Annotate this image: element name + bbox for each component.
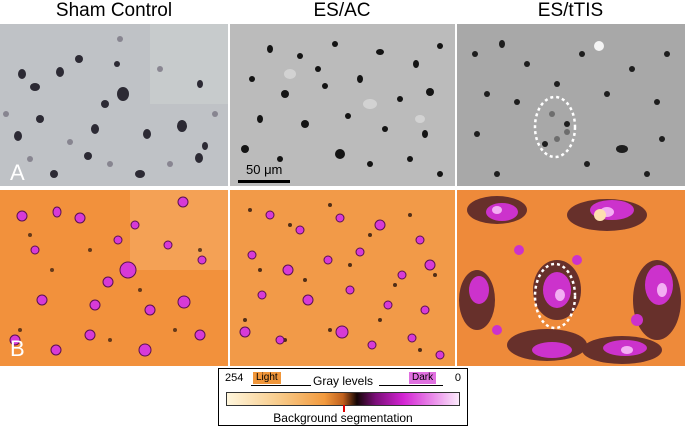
legend-right-value: 0	[454, 372, 461, 384]
scale-bar-label: 50 μm	[246, 162, 283, 177]
micrograph-es-ac-grayscale	[230, 24, 455, 186]
column-title-es-ac: ES/AC	[313, 0, 371, 21]
row-label-b: B	[10, 336, 25, 361]
row-label-a: A	[10, 160, 25, 185]
gray-level-gradient	[226, 392, 460, 406]
legend-title: Gray levels	[312, 374, 374, 388]
segmentation-marker-icon	[343, 405, 345, 412]
micrograph-es-ttis-grayscale	[457, 24, 685, 186]
legend-left-value: 254	[225, 372, 244, 384]
dark-tag: Dark	[409, 372, 437, 384]
light-tag: Light	[253, 372, 281, 384]
micrograph-es-ttis-pseudocolor	[457, 190, 685, 366]
gray-level-legend: Gray levels 254 0 Light Dark Background …	[218, 368, 468, 426]
segmentation-label: Background segmentation	[273, 411, 413, 425]
scale-bar	[238, 180, 290, 183]
column-title-es-ttis: ES/tTIS	[537, 0, 604, 21]
micrograph-sham-control-pseudocolor	[0, 190, 228, 366]
micrograph-es-ac-pseudocolor	[230, 190, 455, 366]
legend-arrow-right	[379, 385, 443, 386]
legend-arrow-left	[251, 385, 311, 386]
column-title-sham-control: Sham Control	[55, 0, 173, 21]
micrograph-sham-control-grayscale	[0, 24, 228, 186]
